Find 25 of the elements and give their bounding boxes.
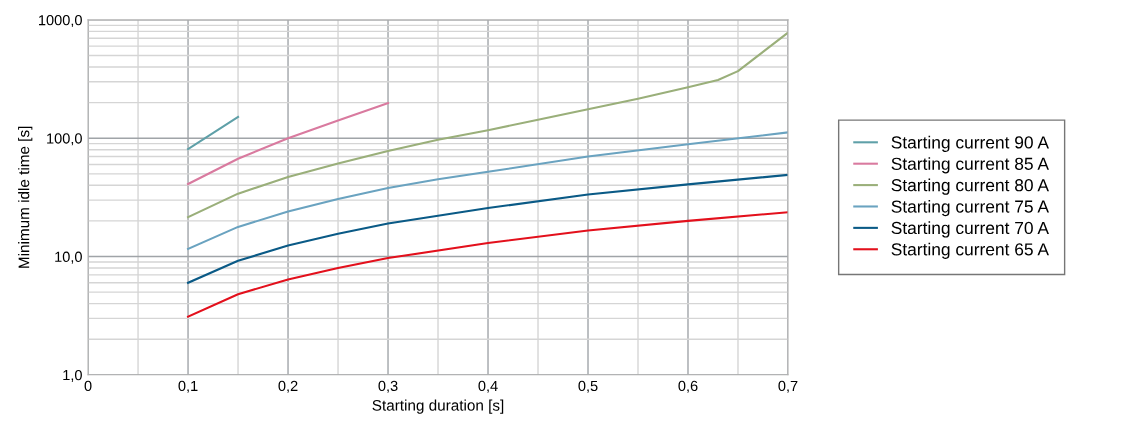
line-series [187, 31, 788, 219]
x-tick-label: 0,2 [278, 380, 298, 393]
x-tick-label: 0,1 [178, 380, 198, 393]
x-tick-label: 0,4 [478, 380, 498, 393]
y-tick-label: 1000,0 [39, 15, 82, 28]
x-tick-label: 0,6 [678, 380, 698, 393]
y-axis-title: Minimum idle time [s] [18, 126, 33, 268]
legend-label: Starting current 65 A [891, 242, 1049, 259]
line-series [187, 131, 788, 250]
y-tick-label: 1,0 [63, 369, 82, 382]
x-tick-label: 0 [84, 380, 92, 392]
line-series [187, 211, 788, 318]
x-tick-label: 0,3 [378, 380, 398, 393]
x-tick-label: 0,7 [778, 380, 798, 393]
legend-label: Starting current 75 A [891, 199, 1049, 217]
y-tick-label: 100,0 [47, 133, 82, 146]
line-series [187, 102, 390, 186]
x-axis-title: Starting duration [s] [372, 399, 504, 414]
legend-label: Starting current 90 A [891, 135, 1049, 152]
legend-label: Starting current 85 A [891, 157, 1049, 174]
y-tick-label: 10,0 [55, 251, 82, 264]
legend-label: Starting current 80 A [891, 178, 1049, 195]
line-series [187, 173, 788, 284]
legend-label: Starting current 70 A [891, 221, 1049, 238]
x-tick-label: 0,5 [578, 380, 598, 393]
